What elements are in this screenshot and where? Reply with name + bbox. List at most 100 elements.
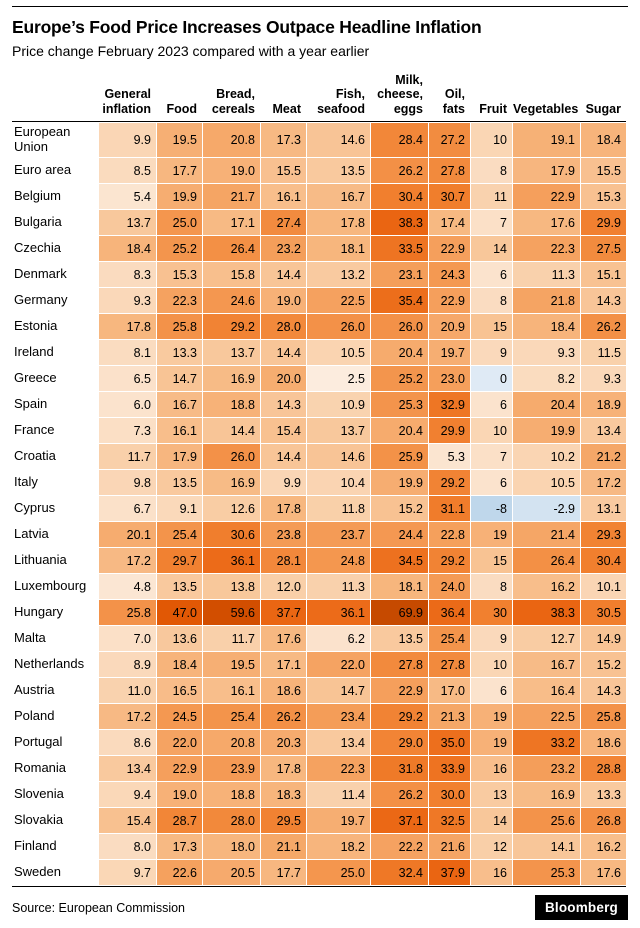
heatmap-cell: 29.2 (429, 548, 470, 573)
column-header: Milk, cheese, eggs (377, 73, 423, 116)
heatmap-cell: 21.7 (203, 184, 260, 209)
heatmap-cell: 30.6 (203, 522, 260, 547)
heatmap-cell: 23.0 (429, 366, 470, 391)
heatmap-cell: 8.9 (99, 652, 156, 677)
heatmap-cell: 28.1 (261, 548, 306, 573)
heatmap-cell: 18.6 (261, 678, 306, 703)
heatmap-cell: 16.1 (261, 184, 306, 209)
heatmap-cell: 20.8 (203, 123, 260, 157)
heatmap-cell: 9.9 (261, 470, 306, 495)
heatmap-cell: 25.4 (157, 522, 202, 547)
heatmap-cell: 17.0 (429, 678, 470, 703)
heatmap-cell: 27.8 (371, 652, 428, 677)
heatmap-cell: 5.4 (99, 184, 156, 209)
heatmap-cell: 17.4 (429, 210, 470, 235)
heatmap-cell: 15.2 (581, 652, 626, 677)
heatmap-cell: 16.9 (203, 366, 260, 391)
country-label: Czechia (12, 236, 98, 261)
heatmap-cell: 22.5 (513, 704, 580, 729)
heatmap-cell: 25.4 (203, 704, 260, 729)
heatmap-cell: 7.0 (99, 626, 156, 651)
heatmap-cell: 11 (471, 184, 512, 209)
heatmap-cell: 20.1 (99, 522, 156, 547)
heatmap-cell: 8 (471, 288, 512, 313)
source-note: Source: European Commission (12, 900, 185, 915)
heatmap-cell: 29.2 (429, 470, 470, 495)
heatmap-cell: 11.0 (99, 678, 156, 703)
heatmap-cell: 29.7 (157, 548, 202, 573)
heatmap-cell: 13.7 (203, 340, 260, 365)
heatmap-cell: 20.9 (429, 314, 470, 339)
heatmap-cell: 17.6 (261, 626, 306, 651)
heatmap-cell: 19.5 (157, 123, 202, 157)
heatmap-cell: 18.4 (581, 123, 626, 157)
heatmap-cell: 13.2 (307, 262, 370, 287)
heatmap-cell: 22.0 (157, 730, 202, 755)
heatmap-cell: 16.9 (513, 782, 580, 807)
heatmap-cell: 25.2 (157, 236, 202, 261)
heatmap-cell: 25.3 (371, 392, 428, 417)
heatmap-cell: 22.9 (513, 184, 580, 209)
heatmap-cell: 30.7 (429, 184, 470, 209)
heatmap-cell: 21.6 (429, 834, 470, 859)
heatmap-cell: 23.2 (261, 236, 306, 261)
footer: Source: European Commission Bloomberg (12, 895, 628, 920)
heatmap-cell: 18.4 (99, 236, 156, 261)
heatmap-cell: 16.1 (203, 678, 260, 703)
heatmap-cell: 26.4 (513, 548, 580, 573)
column-header: Bread, cereals (211, 87, 255, 116)
heatmap-cell: 20.8 (203, 730, 260, 755)
heatmap-cell: 17.3 (157, 834, 202, 859)
heatmap-cell: 27.8 (429, 652, 470, 677)
heatmap-cell: 14.6 (307, 123, 370, 157)
heatmap-cell: 22.9 (429, 288, 470, 313)
heatmap-cell: 24.3 (429, 262, 470, 287)
heatmap-cell: 15.4 (261, 418, 306, 443)
country-label: Croatia (12, 444, 98, 469)
heatmap-cell: 25.2 (371, 366, 428, 391)
heatmap-cell: 16.4 (513, 678, 580, 703)
heatmap-cell: 17.8 (261, 496, 306, 521)
heatmap-cell: 17.9 (513, 158, 580, 183)
heatmap-cell: 10.4 (307, 470, 370, 495)
heatmap-cell: 34.5 (371, 548, 428, 573)
heatmap-cell: 13.5 (307, 158, 370, 183)
heatmap-cell: -2.9 (513, 496, 580, 521)
heatmap-cell: 36.4 (429, 600, 470, 625)
heatmap-cell: 29.0 (371, 730, 428, 755)
heatmap-cell: 9 (471, 340, 512, 365)
heatmap-cell: 24.6 (203, 288, 260, 313)
heatmap-cell: 8.6 (99, 730, 156, 755)
heatmap-cell: 14.3 (261, 392, 306, 417)
heatmap-cell: 26.0 (307, 314, 370, 339)
country-label: Slovakia (12, 808, 98, 833)
heatmap-cell: 19 (471, 522, 512, 547)
heatmap-cell: 10.1 (581, 574, 626, 599)
heatmap-cell: 17.6 (513, 210, 580, 235)
heatmap-cell: 8.2 (513, 366, 580, 391)
heatmap-cell: 21.1 (261, 834, 306, 859)
heatmap-cell: 15.8 (203, 262, 260, 287)
heatmap-cell: 17.9 (157, 444, 202, 469)
heatmap-cell: 18.2 (307, 834, 370, 859)
heatmap-cell: 8.0 (99, 834, 156, 859)
heatmap-cell: 15.1 (581, 262, 626, 287)
country-label: Spain (12, 392, 98, 417)
heatmap-cell: 13.3 (581, 782, 626, 807)
column-header: General inflation (102, 87, 151, 116)
heatmap-cell: 22.9 (429, 236, 470, 261)
heatmap-table: General inflation Food Bread, cereals Meat F… (12, 73, 628, 887)
heatmap-cell: 11.7 (203, 626, 260, 651)
heatmap-cell: 5.3 (429, 444, 470, 469)
heatmap-cell: 13.6 (157, 626, 202, 651)
heatmap-cell: 17.8 (99, 314, 156, 339)
country-label: Estonia (12, 314, 98, 339)
heatmap-cell: 14.1 (513, 834, 580, 859)
heatmap-cell: 20.4 (513, 392, 580, 417)
heatmap-cell: 17.2 (99, 548, 156, 573)
heatmap-cell: 9.3 (99, 288, 156, 313)
heatmap-cell: 23.7 (307, 522, 370, 547)
heatmap-cell: 30.0 (429, 782, 470, 807)
heatmap-cell: 16.1 (157, 418, 202, 443)
heatmap-cell: 11.4 (307, 782, 370, 807)
